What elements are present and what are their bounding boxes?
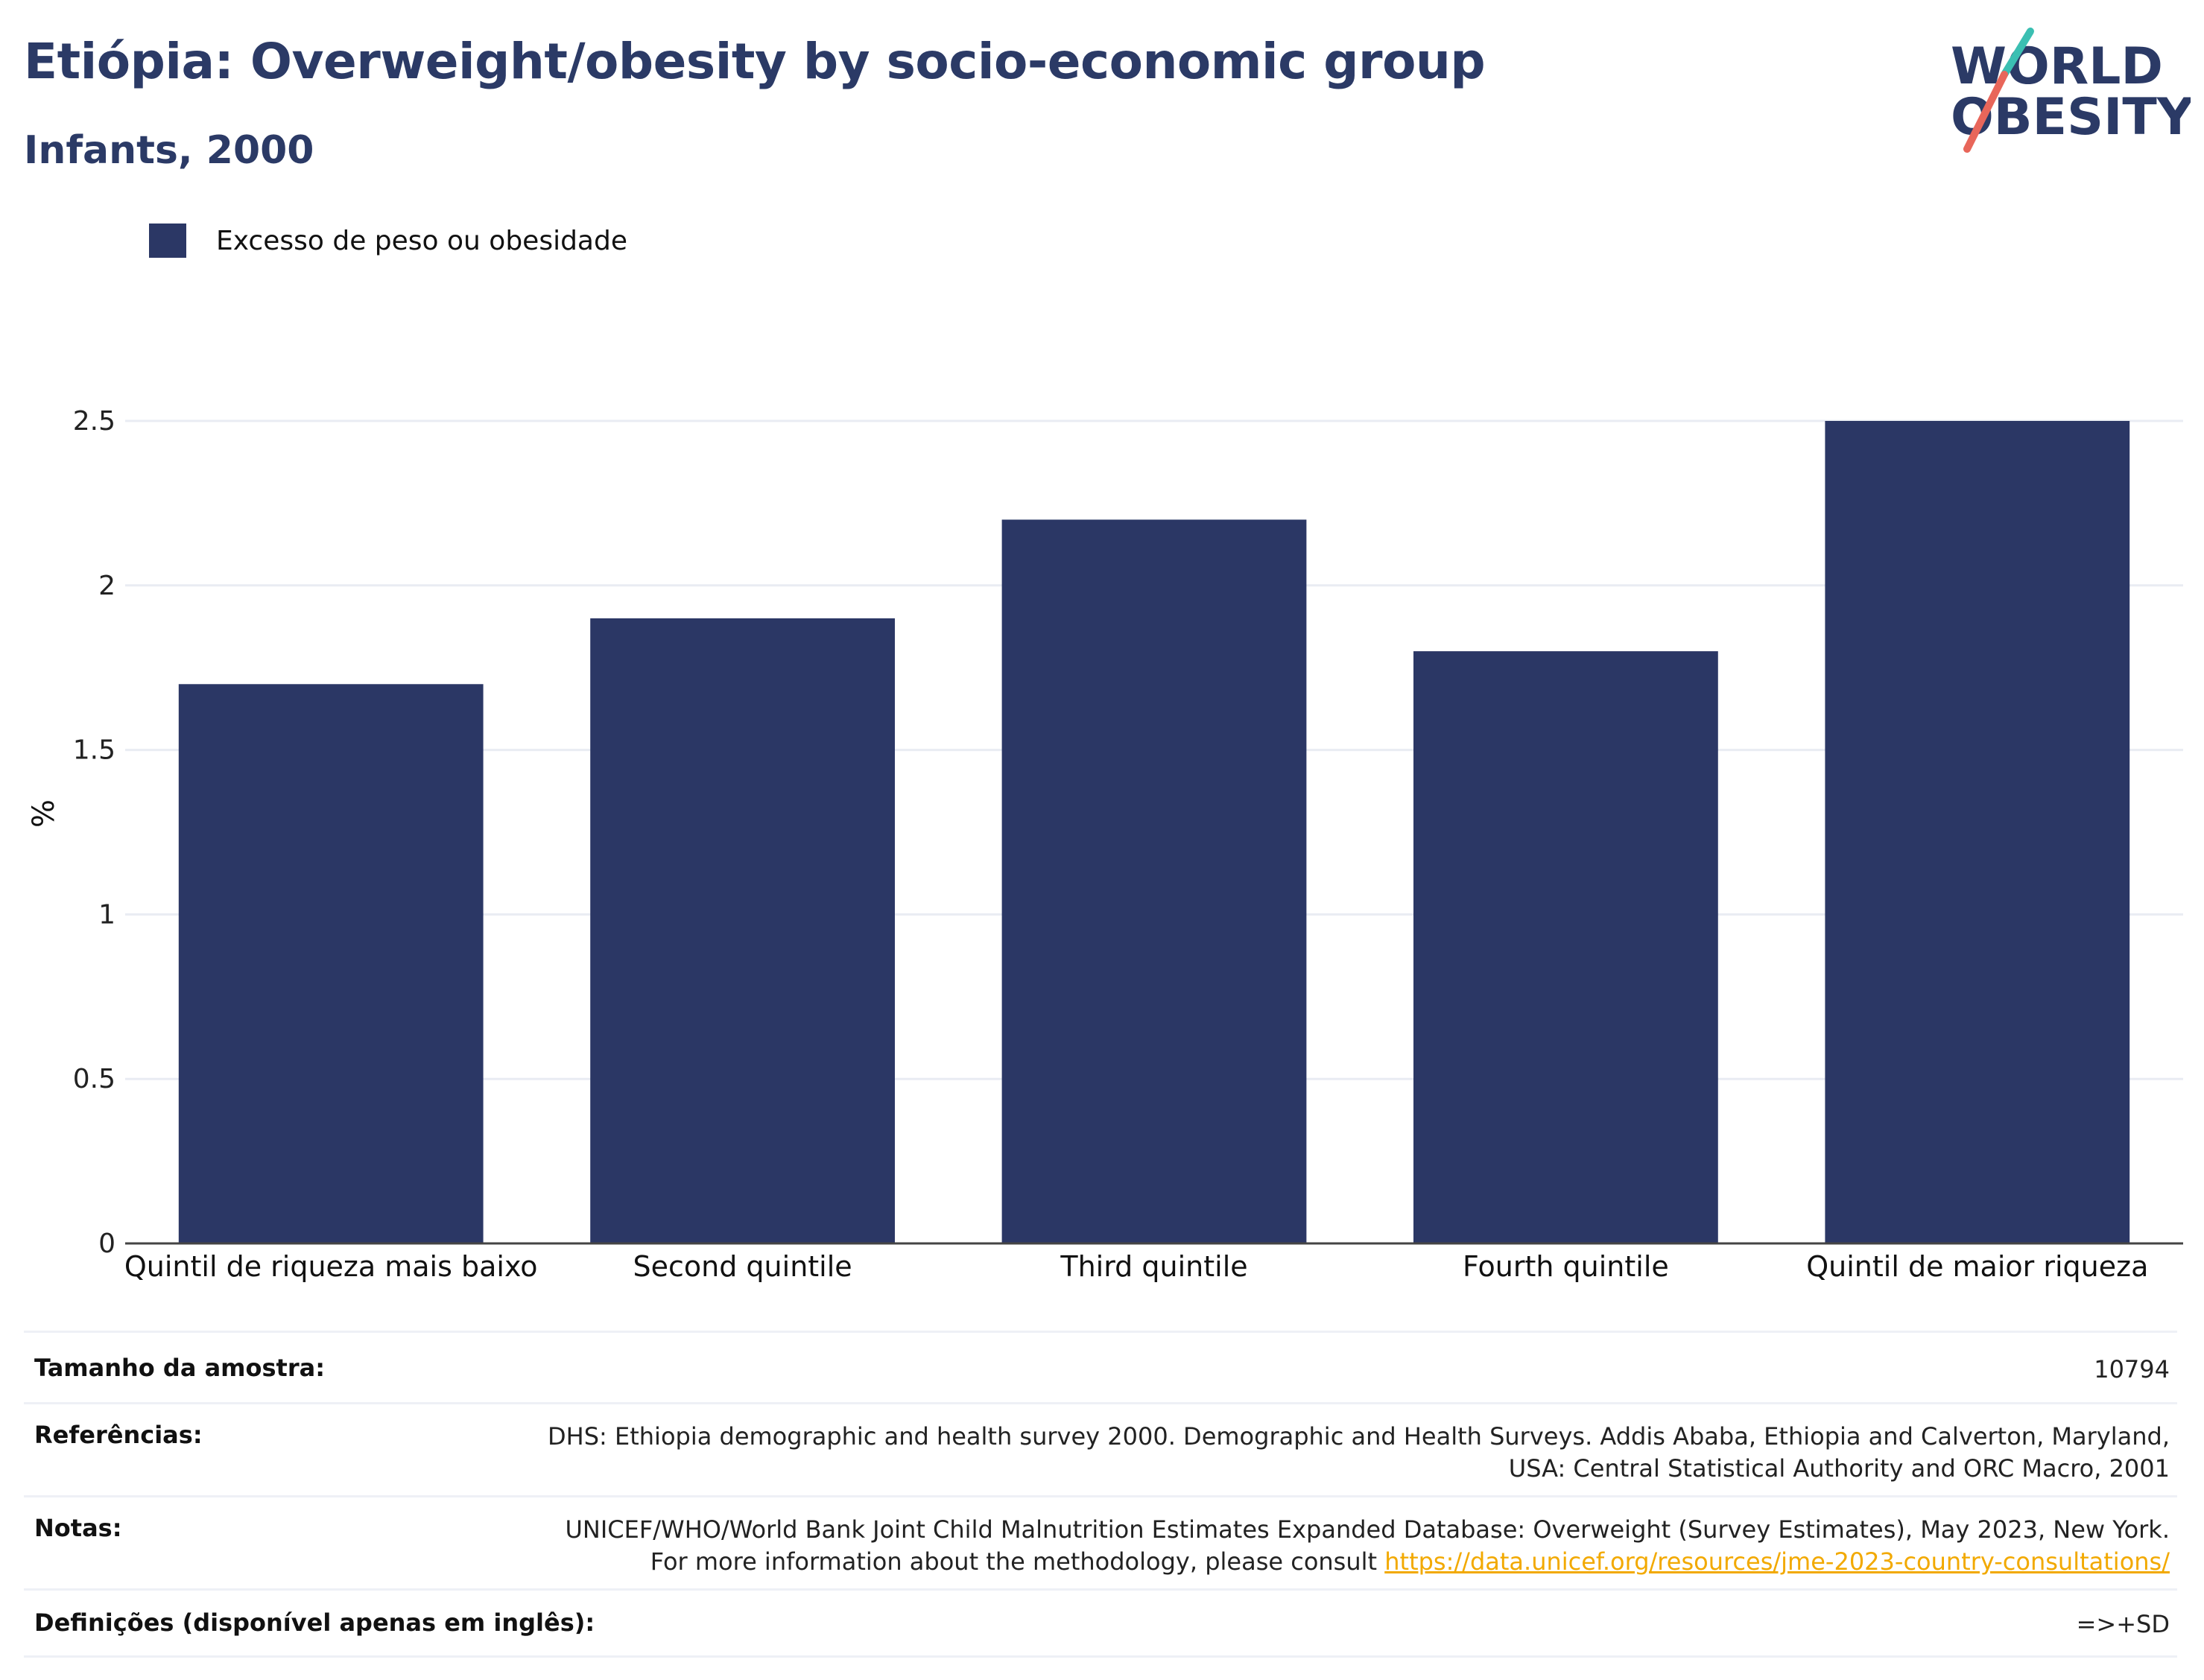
logo-line-1: WORLD [1951,37,2163,96]
y-tick-label: 2.5 [73,406,115,437]
x-tick-label: Quintil de riqueza mais baixo [124,1250,538,1283]
definitions-label: Definições (disponível apenas em inglês)… [34,1608,595,1637]
page-title: Etiópia: Overweight/obesity by socio-eco… [24,33,1486,90]
y-tick-label: 1 [98,899,115,930]
world-obesity-logo: WORLD OBESITY [1951,28,2191,153]
sample-size-value: 10794 [2094,1355,2170,1383]
sample-size-row: Tamanho da amostra: 10794 [24,1333,2177,1402]
chart-legend[interactable]: Excesso de peso ou obesidade [149,222,627,259]
notes-label: Notas: [34,1514,122,1542]
references-label: Referências: [34,1421,203,1449]
x-tick-label: Third quintile [1060,1250,1247,1283]
legend-label: Excesso de peso ou obesidade [216,225,627,256]
y-axis-label: % [27,799,61,828]
axes: 0 0.5 1 1.5 2 2.5 Quintil de riqueza mais baix… [73,406,2183,1283]
x-tick-label: Quintil de maior riqueza [1806,1250,2148,1283]
y-tick-label: 0 [98,1229,115,1259]
legend-swatch [149,224,186,258]
y-tick-label: 0.5 [73,1064,115,1094]
bar-chart: 0 0.5 1 1.5 2 2.5 Quintil de riqueza mais baix… [27,406,2183,1283]
definitions-row: Definições (disponível apenas em inglês)… [24,1591,2177,1655]
references-row: Referências: DHS: Ethiopia demographic a… [24,1404,2177,1495]
notes-text: UNICEF/WHO/World Bank Joint Child Malnut… [565,1515,2170,1576]
bar-4[interactable] [1413,651,1718,1243]
sample-size-label: Tamanho da amostra: [34,1354,325,1382]
definitions-value: =>+SD [2076,1610,2170,1638]
logo-slash-red [1963,71,2008,153]
x-tick-label: Second quintile [633,1250,852,1283]
bar-1[interactable] [178,684,484,1243]
bar-5[interactable] [1825,421,2130,1243]
notes-row: Notas: UNICEF/WHO/World Bank Joint Child… [24,1497,2177,1588]
metadata-table: Tamanho da amostra: 10794 Referências: D… [24,1331,2177,1658]
bars [178,421,2130,1243]
bar-2[interactable] [590,618,895,1243]
y-tick-label: 1.5 [73,735,115,766]
logo-slash-teal [2001,28,2034,78]
y-tick-label: 2 [98,571,115,601]
notes-value: UNICEF/WHO/World Bank Joint Child Malnut… [545,1514,2177,1578]
references-value: DHS: Ethiopia demographic and health sur… [548,1422,2170,1483]
bar-3[interactable] [1001,519,1307,1243]
page-subtitle: Infants, 2000 [24,128,314,173]
methodology-link[interactable]: https://data.unicef.org/resources/jme-20… [1384,1547,2170,1576]
x-tick-label: Fourth quintile [1463,1250,1669,1283]
